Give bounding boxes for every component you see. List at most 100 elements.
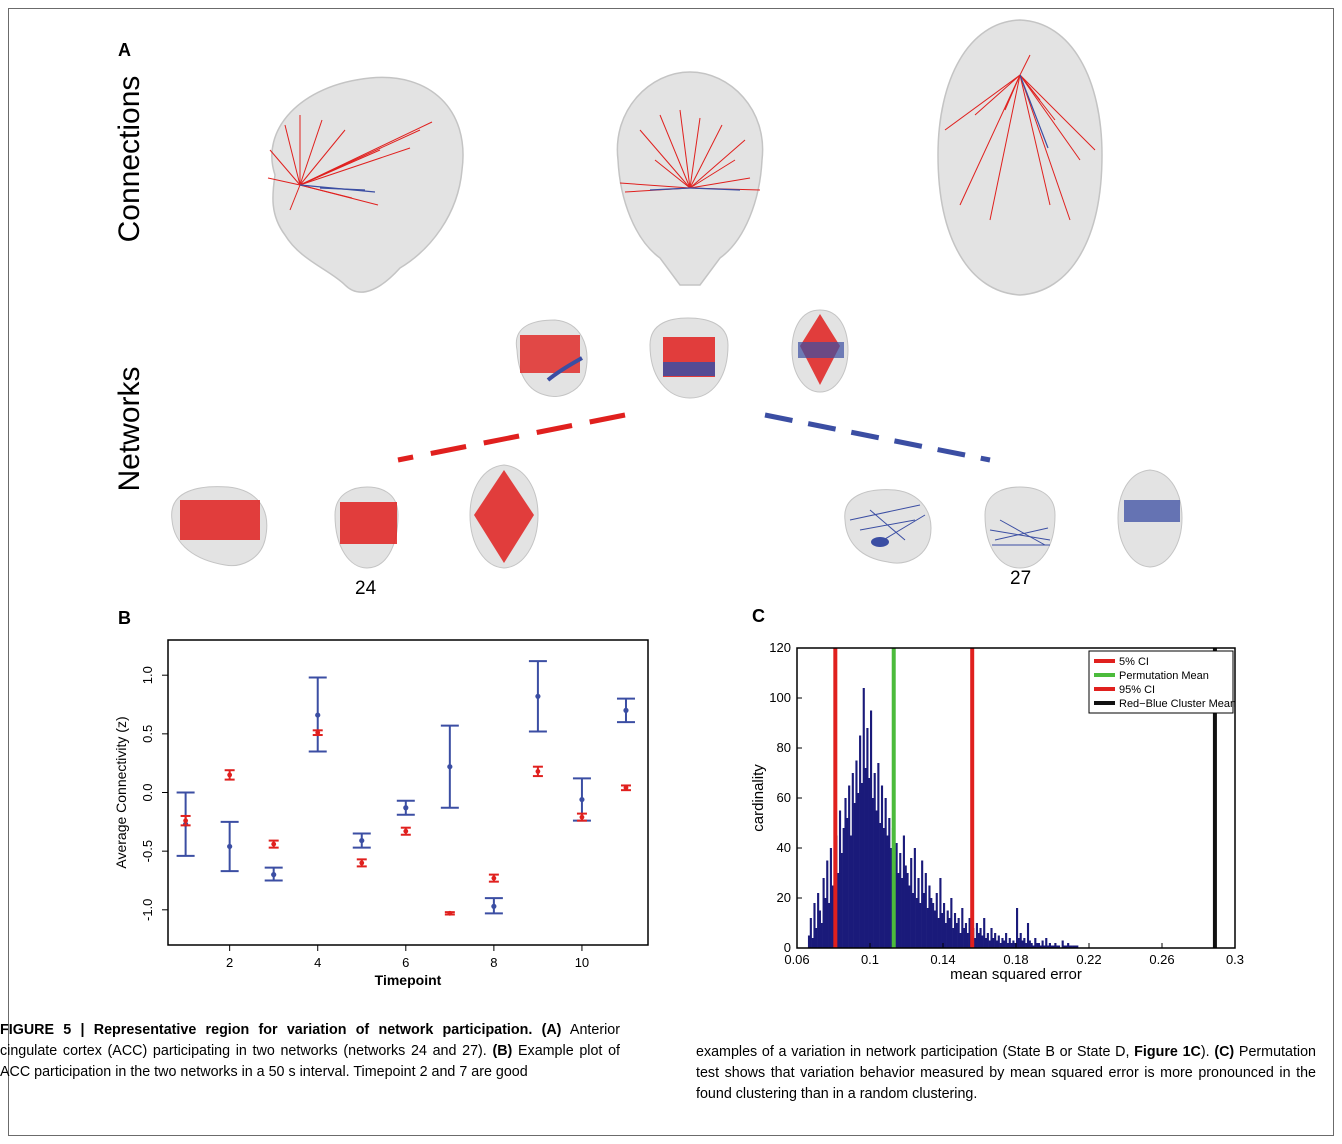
data-point-red [623,785,629,791]
data-point-red [227,772,233,778]
x-axis-label: mean squared error [950,966,1082,983]
histogram-bar [1008,938,1011,948]
histogram-bar [941,913,944,948]
histogram-bar [902,835,905,948]
histogram-bar [979,928,982,948]
data-point-blue [227,843,233,850]
panel-label-a: A [118,40,131,60]
histogram-bar [901,878,904,948]
histogram-bar [977,933,980,948]
brain-axial-merged [791,309,849,393]
histogram-bar [1043,945,1046,948]
histogram-bar [811,938,814,948]
histogram-bar [1068,945,1072,948]
histogram-bar [995,940,999,948]
histogram-bar [1052,945,1055,948]
histogram-bar [890,848,893,948]
chart-b: 2 4 6 8 10 -1.0 -0.5 0.0 0.5 1.0 Timepoint Average … [113,639,649,988]
network-27-brains [844,469,1183,569]
histogram-bar [906,873,909,948]
caption-figure-link[interactable]: Figure 1C [1134,1044,1201,1060]
y-tick-label: 100 [769,690,791,705]
histogram-bar [820,923,823,948]
histogram-bar [855,760,858,948]
histogram-bar [917,878,920,948]
histogram-bar [862,688,865,948]
histogram-bar [984,938,988,948]
histogram-bar [963,928,966,948]
histogram-bar [828,903,831,948]
network-27-label: 27 [1010,568,1032,589]
histogram-bar [807,935,811,948]
histogram-bar [866,728,869,948]
data-point-blue [579,796,585,803]
histogram-bar [815,928,818,948]
data-point-blue [491,903,497,909]
histogram-bar [983,918,986,948]
histogram-bar [904,865,907,948]
legend-label: 95% CI [1119,684,1155,696]
histogram-bar [844,798,847,948]
x-tick-label: 0.3 [1226,952,1244,967]
histogram-bar [1056,945,1059,948]
y-tick-label: -1.0 [140,899,155,921]
network-24-label: 24 [355,578,377,599]
histogram-bar [1030,943,1033,948]
histogram-bar [997,935,1000,948]
data-point-blue [447,764,453,770]
histogram-bar [922,893,926,948]
histogram-bar [859,735,862,948]
histogram-bar [871,798,874,948]
histogram-bar [921,860,924,948]
histogram-bar [877,763,880,948]
histogram-bar [1016,908,1019,948]
histogram-bar [851,773,854,948]
histogram-bar [943,903,946,948]
histogram-bar [935,893,938,948]
histogram-bar [1048,943,1051,948]
histogram-bar [915,898,918,948]
brain-sagittal-merged [515,319,588,397]
histogram-bar [999,943,1002,948]
data-point-blue [315,712,321,718]
x-tick-label: 8 [490,955,497,970]
blue-branch-line [764,412,991,463]
histogram-bar [1076,945,1079,948]
histogram-bar [924,873,927,948]
histogram-bar [864,768,867,948]
histogram-bar [933,910,936,948]
histogram-bar [937,918,940,948]
histogram-bar [911,893,915,948]
data-point-red [271,841,277,847]
histogram-bar [926,908,929,948]
histogram-bar [968,918,971,948]
histogram-bar [860,783,863,948]
histogram-bar [1041,940,1044,948]
y-tick-label: 0.5 [140,725,155,743]
x-tick-label: 0.26 [1149,952,1174,967]
x-tick-label: 0.22 [1076,952,1101,967]
x-tick-label: 4 [314,955,321,970]
histogram-bar [1010,943,1013,948]
histogram-bar [1039,945,1042,948]
histogram-bar [919,903,922,948]
data-point-red [579,814,585,820]
y-tick-label: 0 [784,940,791,955]
histogram-bar [1034,938,1037,948]
histogram-bar [946,910,949,948]
x-tick-label: 6 [402,955,409,970]
histogram-bar [818,910,822,948]
histogram-bar [846,818,849,948]
histogram-bar [1003,940,1006,948]
histogram-bar [964,923,968,948]
histogram-bar [932,903,935,948]
caption-left-column: FIGURE 5 | Representative region for var… [0,1020,620,1083]
x-tick-label: 0.14 [930,952,955,967]
histogram-bar [829,848,832,948]
histogram-bar [886,835,889,948]
histogram-bar [853,803,856,948]
histogram-bar [957,918,960,948]
histogram-bar [1025,943,1028,948]
x-tick-label: 10 [575,955,589,970]
histogram-bar [1021,940,1024,948]
